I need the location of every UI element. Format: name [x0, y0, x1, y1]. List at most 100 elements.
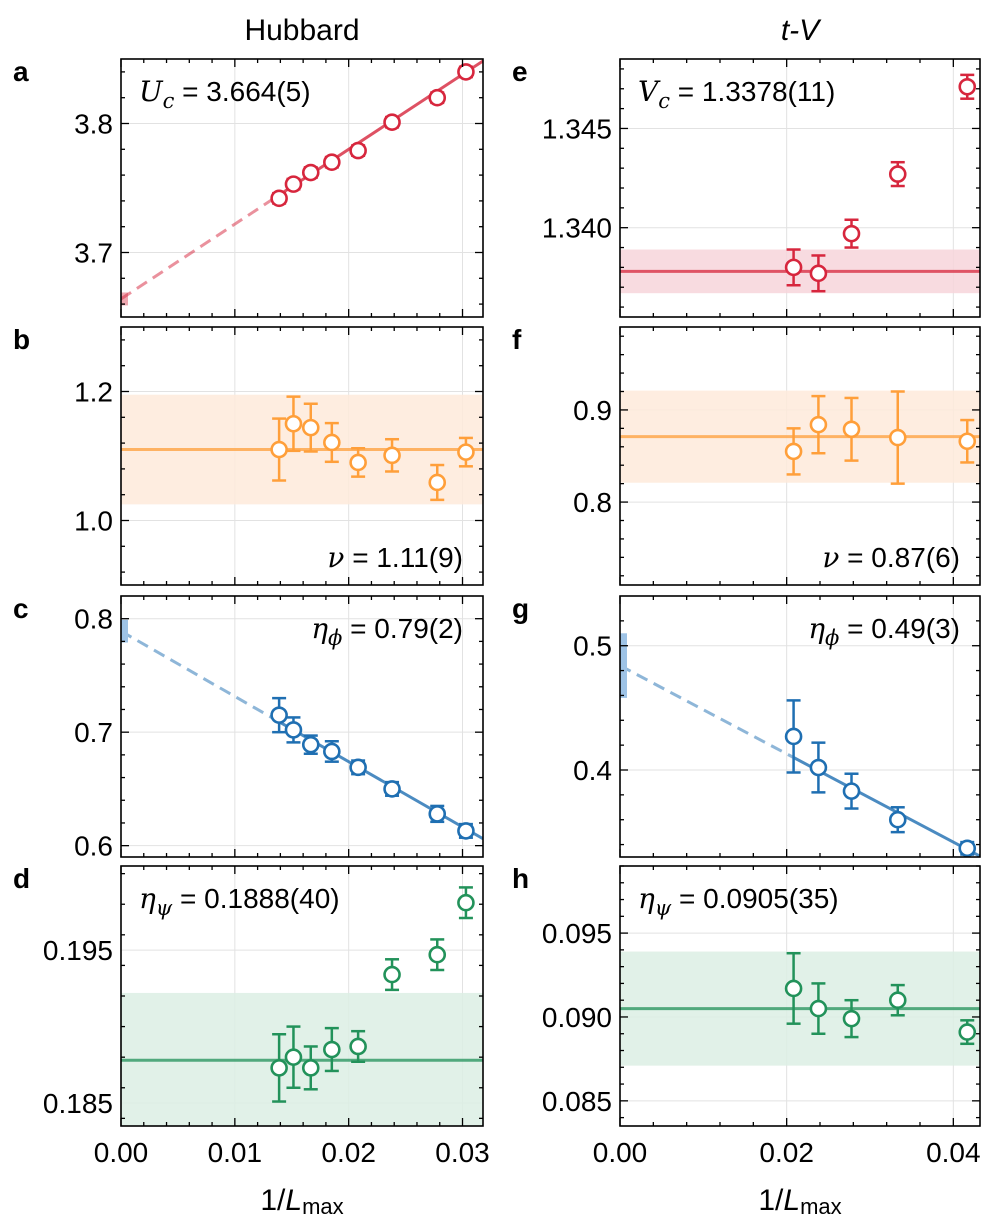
annotation-subscript: c [658, 89, 670, 113]
data-point [301, 1059, 320, 1077]
y-tick-label: 0.6 [74, 831, 113, 862]
axes-frame [619, 865, 981, 1127]
data-point [784, 979, 803, 998]
y-tick-label: 0.085 [542, 1086, 612, 1117]
data-point [349, 141, 367, 160]
panel-a: 3.7 3.8 a Uc = 3.664(5) [13, 56, 484, 318]
data-point [428, 88, 447, 107]
annotation-value: = 0.87(6) [839, 542, 960, 573]
data-point [457, 893, 475, 912]
y-tick-label: 0.8 [74, 604, 113, 635]
x-tick-label: 0.00 [94, 1137, 149, 1168]
panel-letter: d [13, 863, 30, 894]
annotation-value: = 3.664(5) [174, 76, 310, 107]
data-point [428, 945, 447, 964]
panel-h: 0.085 0.090 0.095 0.00 0.02 0.04 h ηψ = 0.0905(… [512, 863, 981, 1168]
axes-frame [120, 595, 484, 858]
data-point [842, 420, 861, 439]
plot-area [121, 866, 483, 1126]
x-tick-label: 0.02 [321, 1137, 376, 1168]
annotation-value: = 1.3378(11) [670, 76, 835, 107]
y-tick-label: 0.4 [573, 755, 612, 786]
annotation-symbol: ν [822, 541, 839, 574]
extrapolation-dashed-line [620, 664, 795, 759]
fit-annotation: Vc = 1.3378(11) [638, 75, 835, 113]
y-tick-label: 0.090 [542, 1002, 612, 1033]
data-point [958, 1023, 977, 1041]
fit-annotation: ν = 1.11(9) [327, 541, 463, 574]
data-point [842, 1009, 861, 1028]
y-tick-label: 0.9 [573, 395, 612, 426]
annotation-value: = 0.1888(40) [172, 883, 339, 914]
plot-area [620, 327, 980, 585]
panel-letter: g [512, 593, 529, 624]
intercept-error-bar [121, 619, 128, 643]
data-point [958, 839, 977, 858]
data-point [809, 264, 828, 283]
panel-letter: a [13, 56, 29, 87]
data-point [323, 742, 341, 761]
plot-area [620, 596, 980, 857]
data-point [270, 706, 288, 724]
data-point [349, 453, 367, 472]
y-tick-label: 0.095 [542, 918, 612, 949]
data-point [457, 63, 475, 81]
data-point [284, 1048, 303, 1066]
data-point [270, 1059, 288, 1077]
y-tick-label: 0.195 [43, 935, 113, 966]
data-point [301, 418, 320, 437]
panel-f: 0.8 0.9 f ν = 0.87(6) [512, 324, 981, 586]
y-tick-label: 0.5 [573, 631, 612, 662]
annotation-symbol: η [808, 612, 825, 645]
annotation-subscript: ϕ [825, 626, 839, 650]
axes-frame [120, 58, 484, 318]
panel-c: 0.6 0.7 0.8 c ηϕ = 0.79(2) [13, 593, 484, 862]
data-point [457, 822, 475, 840]
x-axis-label-hubbard: 1/Lmax [260, 1184, 343, 1219]
x-axis-label-tv: 1/Lmax [758, 1184, 841, 1219]
data-point [809, 999, 828, 1018]
fit-annotation: ν = 0.87(6) [822, 541, 960, 574]
intercept-error-bar [121, 292, 128, 306]
axes-frame [619, 595, 981, 858]
y-tick-label: 1.2 [74, 377, 113, 408]
x-tick-label: 0.00 [593, 1137, 648, 1168]
data-point [383, 113, 401, 132]
annotation-symbol: η [311, 612, 328, 645]
data-point [349, 1037, 367, 1056]
extrapolation-dashed-line [121, 193, 280, 301]
linear-fit-line [792, 756, 980, 857]
column-title-hubbard: Hubbard [244, 14, 359, 47]
panels: 3.7 3.8 a Uc = 3.664(5) 1.0 1.2 b ν = 1.11(9) 0.… [13, 56, 981, 1168]
data-point [958, 77, 977, 96]
x-tick-label: 0.04 [926, 1137, 981, 1168]
fit-annotation: ηϕ = 0.49(3) [808, 612, 960, 650]
fit-annotation: ηψ = 0.1888(40) [139, 882, 340, 920]
intercept-error-bar [620, 633, 627, 698]
data-point [383, 780, 401, 798]
data-point [323, 153, 341, 171]
x-tick-label: 0.03 [435, 1137, 490, 1168]
data-point [842, 782, 861, 800]
data-point [457, 443, 475, 461]
annotation-value: = 0.0905(35) [671, 883, 838, 914]
annotation-symbol: V [638, 75, 661, 108]
data-point [784, 258, 803, 277]
data-point [284, 414, 303, 433]
annotation-symbol: ν [327, 541, 344, 574]
annotation-value: = 1.11(9) [344, 542, 463, 573]
data-point [809, 415, 828, 434]
data-point [301, 163, 320, 182]
x-tick-label: 0.02 [759, 1137, 814, 1168]
annotation-symbol: η [139, 882, 156, 915]
y-tick-label: 0.185 [43, 1088, 113, 1119]
y-tick-label: 0.8 [573, 487, 612, 518]
data-point [323, 433, 341, 452]
axes-frame [120, 326, 484, 586]
y-tick-label: 3.7 [74, 238, 113, 269]
annotation-subscript: ψ [655, 896, 672, 920]
fit-annotation: ηψ = 0.0905(35) [638, 882, 839, 920]
x-tick-label: 0.01 [208, 1137, 263, 1168]
fit-annotation: ηϕ = 0.79(2) [311, 612, 463, 650]
